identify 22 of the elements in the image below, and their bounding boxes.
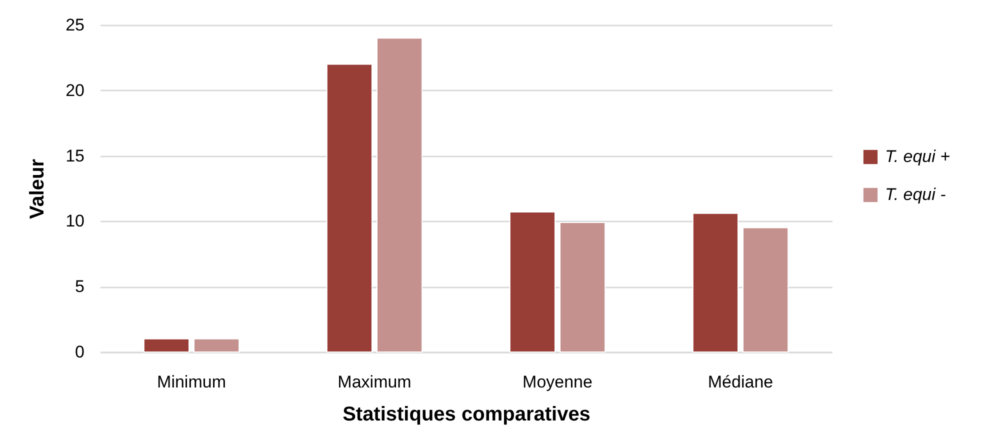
bar bbox=[143, 338, 190, 352]
y-tick-label: 0 bbox=[75, 342, 84, 362]
bar bbox=[376, 38, 423, 352]
y-tick-label: 5 bbox=[75, 277, 84, 296]
x-tick-label: Médiane bbox=[708, 372, 774, 392]
legend-label: T. equi + bbox=[885, 147, 950, 166]
y-tick-label: 15 bbox=[66, 146, 84, 166]
bar bbox=[509, 212, 556, 352]
x-axis-title: Statistiques comparatives bbox=[342, 404, 590, 426]
bar bbox=[742, 227, 789, 352]
bar bbox=[560, 222, 606, 352]
bar bbox=[692, 212, 738, 352]
x-tick-label: Moyenne bbox=[522, 372, 592, 392]
x-tick-label: Minimum bbox=[157, 372, 226, 392]
y-tick-label: 25 bbox=[66, 16, 84, 34]
x-tick-label: Maximum bbox=[338, 372, 412, 392]
legend-label: T. equi - bbox=[885, 185, 946, 204]
y-tick-label: 10 bbox=[66, 212, 84, 231]
y-tick-label: 20 bbox=[66, 80, 84, 100]
bar bbox=[326, 64, 372, 352]
bar bbox=[194, 338, 240, 352]
y-axis-title: Valeur bbox=[26, 158, 49, 220]
